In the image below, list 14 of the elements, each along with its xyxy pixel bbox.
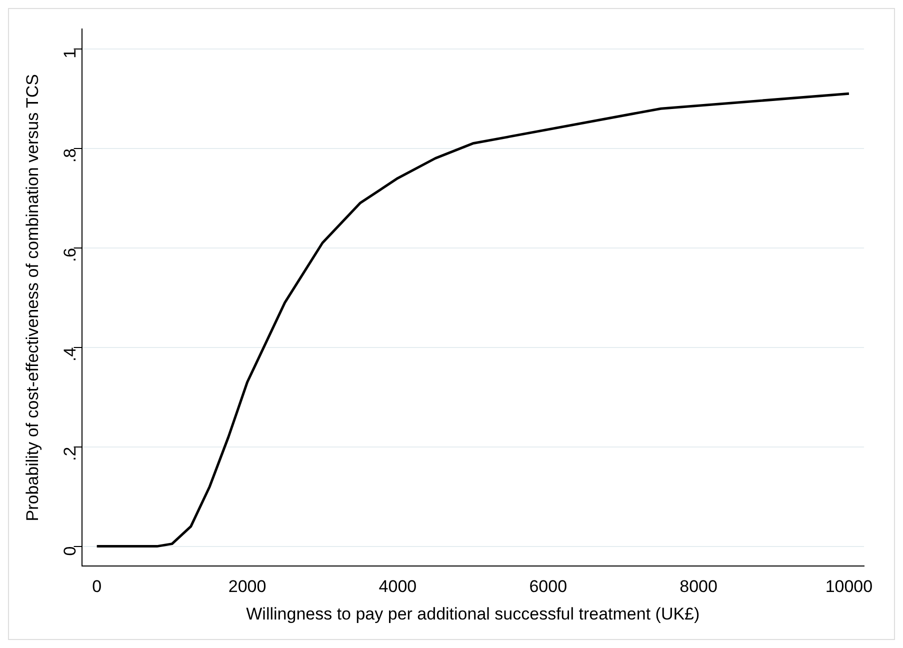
x-tick-label: 4000 [378, 577, 417, 596]
y-axis-title: Probability of cost-effectiveness of combination versus TCS [22, 74, 42, 522]
y-tick-label: 0 [60, 546, 80, 556]
y-tick-label: .6 [60, 248, 80, 262]
y-tick-label: .8 [60, 148, 80, 163]
x-axis-title: Willingness to pay per additional successful treatment (UK£) [246, 604, 700, 624]
y-tick-label: .2 [60, 446, 80, 462]
y-tick-label: .4 [60, 347, 80, 362]
y-tick-label: 1 [60, 48, 80, 58]
x-tick-label: 10000 [825, 577, 873, 596]
x-tick-label: 8000 [680, 577, 718, 596]
x-tick-label: 2000 [228, 577, 266, 596]
x-tick-label: 0 [92, 577, 102, 596]
x-tick-label: 6000 [529, 577, 568, 596]
